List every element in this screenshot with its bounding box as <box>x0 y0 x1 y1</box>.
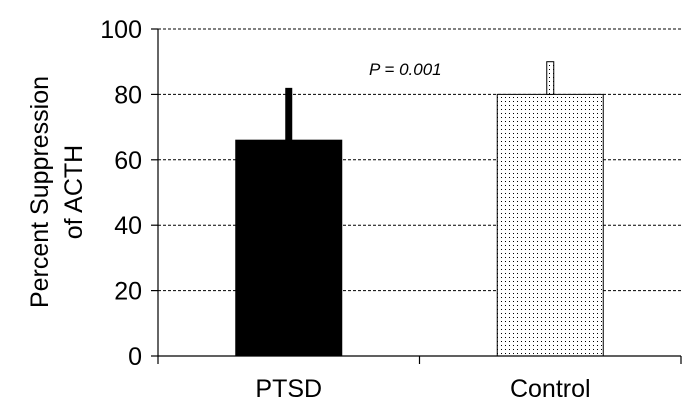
y-tick-label-40: 40 <box>114 212 142 240</box>
y-axis-title-line-2: of ACTH <box>60 145 88 239</box>
bars <box>235 61 604 357</box>
y-axis-title-line-1: Percent Suppression <box>26 76 54 308</box>
bar-ptsd <box>235 139 343 357</box>
x-tick-label-control: Control <box>510 375 591 403</box>
bar-control <box>496 93 604 357</box>
y-tick-label-0: 0 <box>128 343 142 371</box>
tick-labels: PTSD Control 0 20 40 60 80 100 <box>100 16 590 403</box>
y-tick-label-20: 20 <box>114 278 142 306</box>
error-bar-control <box>546 61 555 95</box>
axes <box>151 28 682 364</box>
y-tick-label-80: 80 <box>114 81 142 109</box>
y-tick-label-100: 100 <box>100 16 142 44</box>
y-tick-label-60: 60 <box>114 147 142 175</box>
error-bar-ptsd <box>285 87 293 142</box>
p-value-annotation: P = 0.001 <box>369 60 442 79</box>
x-tick-label-ptsd: PTSD <box>255 375 322 403</box>
